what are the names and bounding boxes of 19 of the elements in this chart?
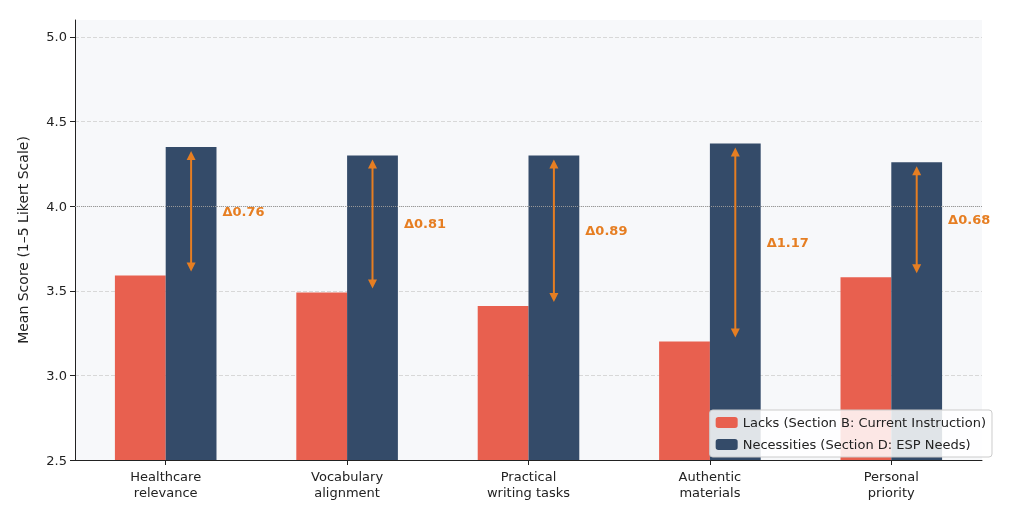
- y-axis-title: Mean Score (1–5 Likert Scale): [15, 136, 31, 344]
- y-tick-label: 4.0: [46, 198, 67, 214]
- x-tick-label: Vocabulary alignment: [311, 468, 384, 500]
- annotation: Δ0.81: [403, 216, 447, 232]
- legend-label: Necessities (Section D: ESP Needs): [742, 437, 971, 452]
- x-tick-label: Healthcare relevance: [130, 468, 202, 500]
- y-tick-label: 2.5: [46, 452, 67, 468]
- y-tick-label: 3.0: [46, 367, 67, 383]
- annotation: Δ0.68: [948, 212, 991, 228]
- x-tick-label: Practical writing tasks: [486, 468, 571, 500]
- annotation: Δ1.17: [766, 235, 809, 251]
- x-tick-label: Personal priority: [863, 468, 919, 500]
- y-tick-label: 3.5: [46, 283, 67, 299]
- y-tick-label: 4.5: [46, 114, 67, 130]
- legend-label: Lacks (Section B: Current Instruction): [742, 415, 987, 430]
- x-tick-label: Authentic materials: [678, 468, 742, 500]
- annotation: Δ0.76: [222, 203, 265, 219]
- annotation: Δ0.89: [585, 223, 628, 239]
- y-tick-label: 5.0: [46, 29, 67, 45]
